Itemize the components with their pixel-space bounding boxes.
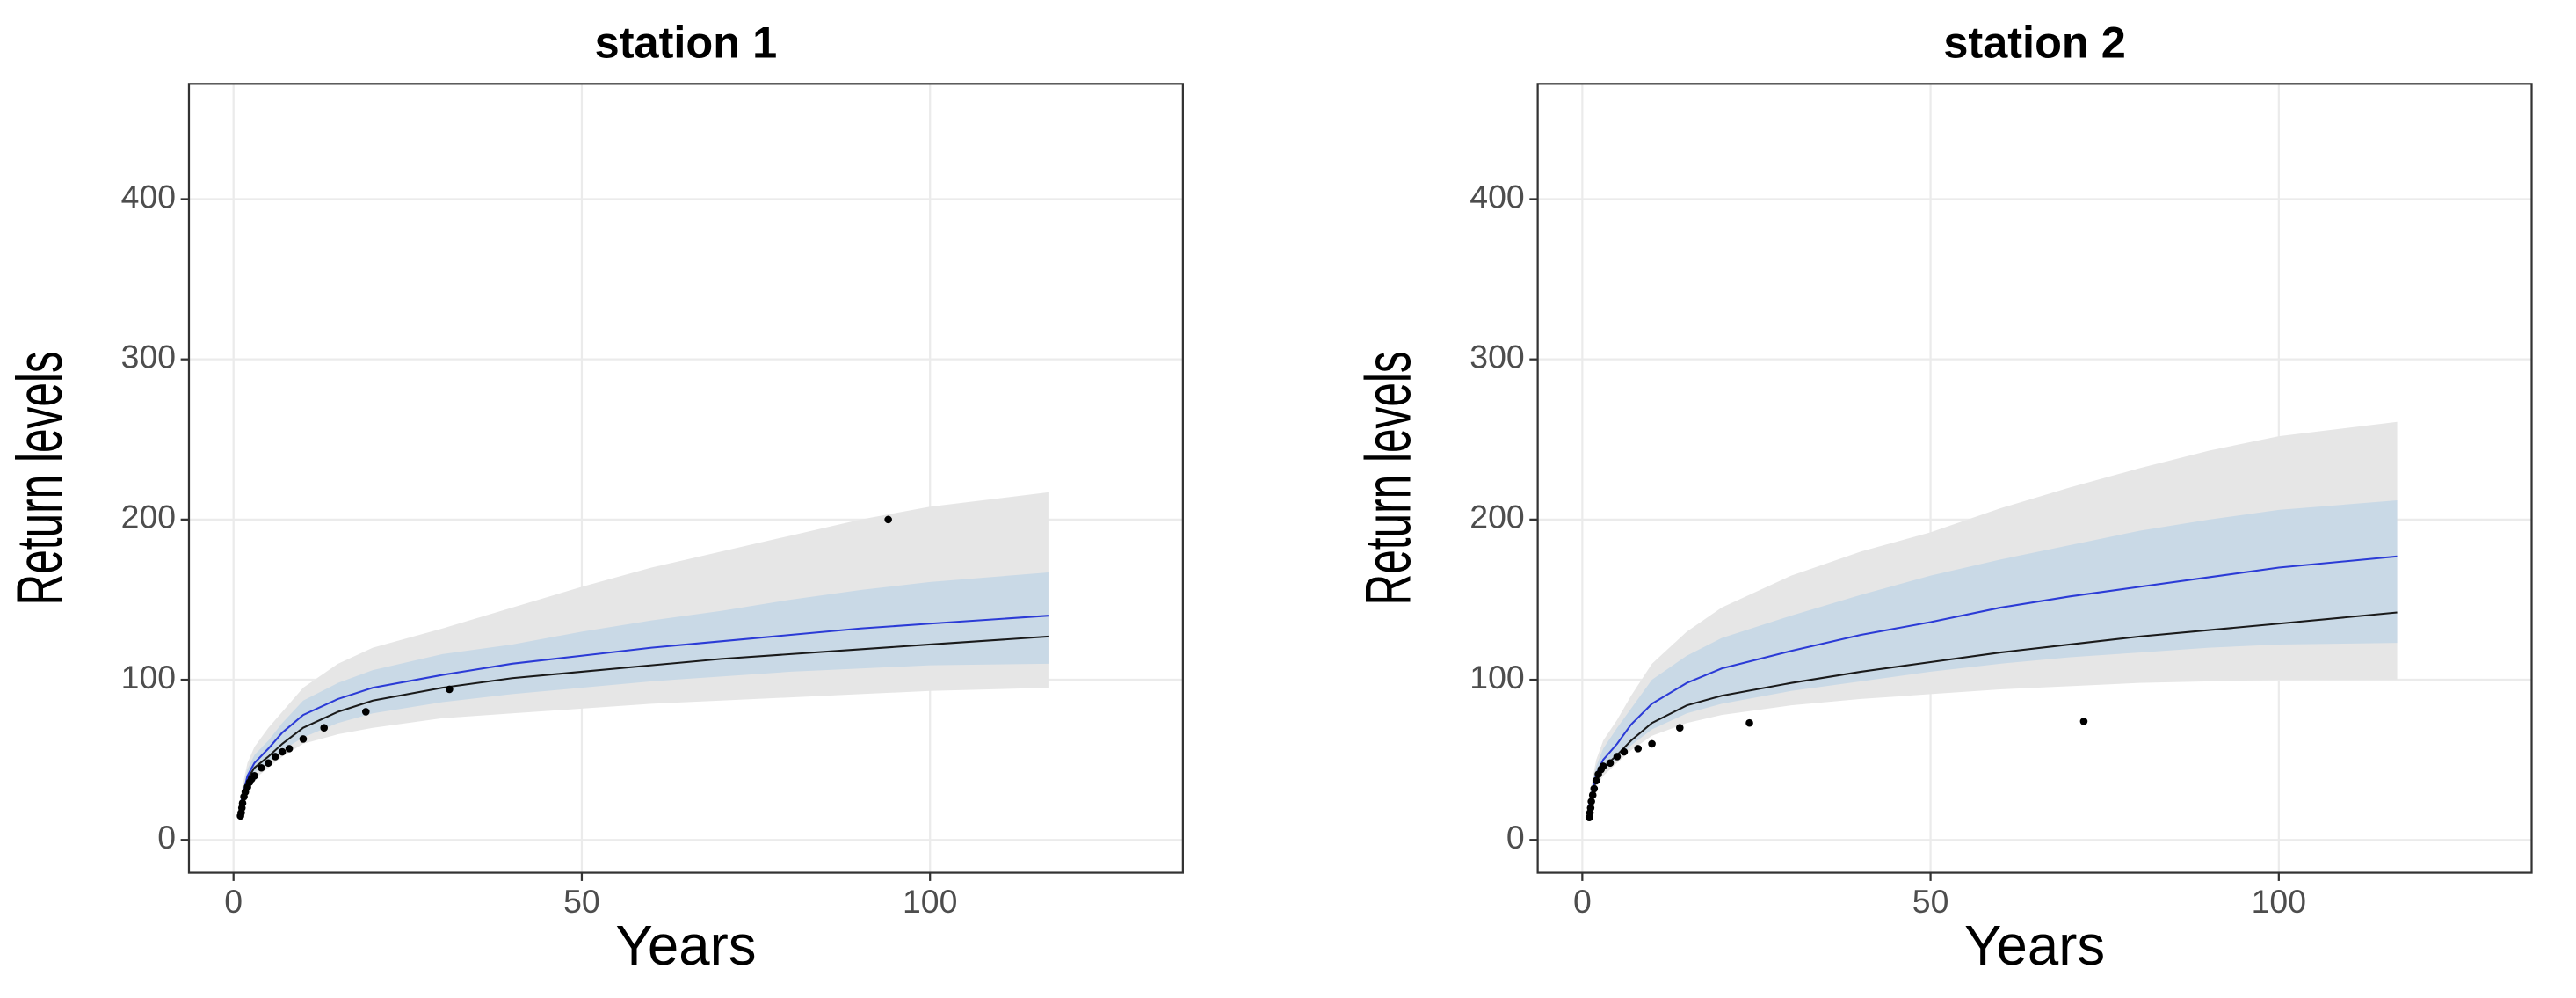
observed-point (278, 747, 287, 756)
y-tick-label: 300 (121, 339, 176, 375)
plot-background (188, 84, 1183, 873)
y-tick-label: 200 (1469, 499, 1524, 535)
x-tick-label: 100 (903, 883, 957, 920)
observed-point (1634, 745, 1643, 753)
y-tick-label: 100 (121, 659, 176, 696)
observed-point (1620, 747, 1629, 756)
confidence-band (1589, 499, 2398, 812)
observed-point (446, 685, 454, 694)
plot-border (1536, 83, 2533, 874)
y-axis-label: Return levels (4, 351, 76, 605)
chart-title: station 1 (595, 18, 777, 68)
observed-point (1588, 790, 1597, 799)
y-tick-label: 0 (1506, 819, 1525, 856)
observed-point (1606, 759, 1615, 768)
observed-point (1599, 762, 1607, 770)
y-tick-label: 200 (121, 499, 176, 535)
x-tick-label: 0 (224, 883, 243, 920)
x-tick-label: 0 (1573, 883, 1592, 920)
x-tick-label: 100 (2252, 883, 2306, 920)
y-tick-label: 400 (1469, 178, 1524, 215)
x-tick-label: 50 (563, 883, 600, 920)
observed-point (285, 745, 294, 753)
return-level-line (1588, 611, 2398, 809)
confidence-band (240, 572, 1049, 812)
panel: 0 100 200 300 400 0 50 100 station 2 Years Return … (1353, 18, 2533, 977)
observed-point (250, 772, 258, 780)
y-tick-label: 0 (157, 819, 176, 856)
observed-point (238, 799, 247, 807)
observed-point (265, 759, 272, 768)
observed-point (2079, 718, 2088, 725)
observed-point (320, 724, 329, 732)
observed-point (258, 763, 265, 772)
chart-title: station 2 (1943, 18, 2125, 68)
y-tick-label: 300 (1469, 339, 1524, 375)
y-tick-label: 100 (1469, 659, 1524, 696)
panel: 0 100 200 300 400 0 50 100 station 1 Years Return … (4, 18, 1184, 977)
x-axis-label: Years (615, 914, 756, 977)
observed-point (271, 753, 279, 761)
observed-point (1613, 753, 1622, 761)
observed-point (1590, 784, 1599, 793)
observed-point (299, 735, 308, 743)
x-tick-label: 50 (1912, 883, 1949, 920)
observed-point (361, 708, 370, 716)
y-axis-label: Return levels (1353, 351, 1425, 605)
observed-point (1745, 718, 1753, 727)
observed-point (1592, 776, 1600, 785)
plot-border (187, 83, 1184, 874)
x-axis-label: Years (1964, 914, 2105, 977)
observed-point (1675, 724, 1684, 732)
observed-point (1586, 804, 1595, 812)
y-tick-label: 400 (121, 178, 176, 215)
observed-point (1648, 739, 1656, 748)
return-level-line (239, 615, 1049, 805)
observed-point (884, 515, 892, 524)
return-level-line (239, 635, 1049, 809)
return-level-line (1588, 555, 2398, 805)
observed-point (1587, 798, 1595, 805)
